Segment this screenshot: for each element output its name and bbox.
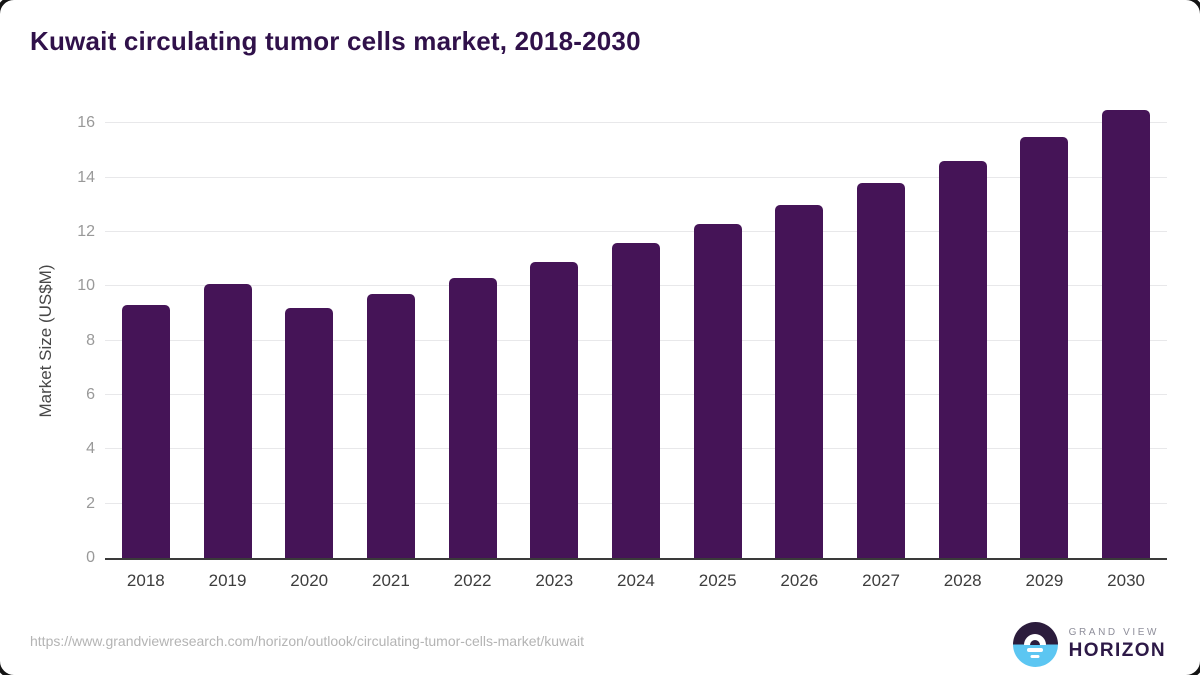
bar-slot-2028 (922, 96, 1004, 558)
sun-hole-shape (1030, 639, 1041, 645)
bar-slot-2023 (513, 96, 595, 558)
plot-area (105, 96, 1167, 560)
bar-2018 (121, 305, 170, 558)
bar-2025 (693, 223, 742, 558)
chart-title: Kuwait circulating tumor cells market, 2… (30, 26, 641, 56)
y-tick-label-6: 6 (86, 385, 95, 403)
y-tick-label-0: 0 (86, 549, 95, 566)
sun-dome-shape (1024, 633, 1047, 645)
bar-slot-2022 (432, 96, 514, 558)
y-tick-label-8: 8 (86, 331, 95, 349)
sun-reflection-bar (1027, 647, 1044, 652)
bar-2024 (611, 242, 660, 558)
gridline-16 (105, 122, 1167, 124)
x-tick-label-2020: 2020 (290, 571, 329, 590)
horizon-sun-icon (1012, 622, 1058, 667)
sun-reflection-bar (1030, 654, 1040, 658)
y-tick-label-2: 2 (86, 494, 95, 512)
x-tick-label-2030: 2030 (1107, 571, 1145, 590)
y-axis-tick-labels: 0 2 4 6 8 10 12 14 16 (0, 96, 95, 566)
bar-slot-2020 (268, 96, 350, 558)
source-url: https://www.grandviewresearch.com/horizo… (30, 633, 584, 649)
gridline-14 (105, 176, 1167, 178)
bar-series (105, 96, 1167, 558)
x-tick-label-2026: 2026 (780, 571, 819, 590)
bar-2030 (1102, 109, 1151, 558)
logo-product-name: HORIZON (1068, 640, 1166, 661)
bar-slot-2029 (1004, 96, 1086, 558)
x-tick-label-2025: 2025 (698, 571, 737, 590)
bar-2028 (938, 161, 987, 558)
bar-slot-2019 (187, 96, 269, 558)
bar-2019 (203, 283, 252, 558)
gridline-12 (105, 230, 1167, 232)
bar-2020 (285, 307, 334, 558)
x-tick-label-2019: 2019 (208, 571, 247, 590)
bar-2021 (366, 294, 415, 558)
y-tick-label-16: 16 (77, 114, 95, 132)
x-axis-tick-labels: 2018 2019 2020 2021 2022 2023 2024 2025 2026 2027… (105, 571, 1167, 591)
x-tick-label-2027: 2027 (862, 571, 900, 590)
x-tick-label-2021: 2021 (371, 571, 410, 590)
y-tick-label-12: 12 (77, 222, 95, 240)
bar-slot-2026 (759, 96, 841, 558)
bar-slot-2030 (1085, 96, 1167, 558)
bar-2022 (448, 278, 497, 558)
bar-slot-2021 (350, 96, 432, 558)
bar-slot-2018 (105, 96, 187, 558)
x-tick-label-2028: 2028 (943, 571, 982, 590)
bar-slot-2027 (840, 96, 922, 558)
bar-2026 (775, 204, 824, 558)
x-tick-label-2029: 2029 (1025, 571, 1064, 590)
x-tick-label-2024: 2024 (617, 571, 655, 590)
bar-2023 (530, 261, 579, 558)
bar-2027 (857, 182, 906, 558)
y-tick-label-14: 14 (77, 168, 95, 186)
bar-2029 (1020, 136, 1069, 558)
grand-view-horizon-logo: GRAND VIEW HORIZON (1012, 622, 1166, 667)
logo-brand-name: GRAND VIEW (1068, 627, 1160, 638)
y-tick-label-10: 10 (77, 277, 95, 295)
bar-slot-2025 (677, 96, 759, 558)
x-tick-label-2022: 2022 (453, 571, 492, 590)
logo-text: GRAND VIEW HORIZON (1069, 627, 1166, 662)
y-tick-label-4: 4 (86, 440, 95, 458)
x-tick-label-2023: 2023 (535, 571, 574, 590)
x-tick-label-2018: 2018 (126, 571, 165, 590)
bar-slot-2024 (595, 96, 677, 558)
